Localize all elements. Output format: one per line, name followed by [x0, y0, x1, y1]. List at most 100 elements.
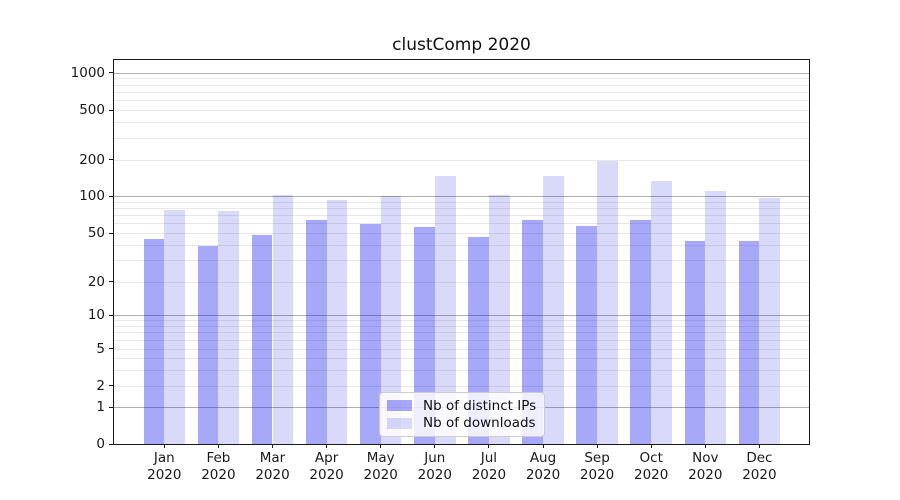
x-tick-year: 2020	[634, 467, 669, 483]
y-tick-mark	[109, 109, 113, 111]
x-tick-label: Jan 2020	[136, 450, 192, 484]
gridline-major	[114, 315, 809, 316]
gridline-minor	[114, 325, 809, 327]
y-tick-mark	[109, 281, 113, 283]
bar-downloads-mar	[272, 194, 294, 445]
y-tick-mark	[109, 348, 113, 350]
gridline-minor	[114, 332, 809, 334]
x-tick-mark	[163, 444, 165, 449]
y-tick-mark	[109, 406, 113, 408]
x-tick-month: Feb	[206, 450, 231, 466]
legend-swatch-downloads-icon	[387, 417, 412, 429]
bar-downloads-may	[380, 196, 402, 445]
bar-distinct-ips-mar	[251, 235, 273, 445]
bar-distinct-ips-oct	[630, 220, 652, 445]
y-tick-mark	[109, 314, 113, 316]
gridline-minor	[114, 281, 809, 283]
x-tick-mark	[272, 444, 273, 449]
gridline-minor	[114, 78, 809, 80]
x-tick-month: May	[366, 450, 395, 466]
x-tick-month: Apr	[314, 450, 339, 466]
legend-label-downloads: Nb of downloads	[423, 415, 536, 432]
y-tick-label: 500	[79, 102, 105, 119]
x-tick-label: Dec 2020	[731, 450, 787, 484]
legend-item-downloads: Nb of downloads	[387, 415, 536, 431]
x-tick-mark	[758, 444, 760, 449]
x-tick-mark	[542, 444, 544, 449]
bar-distinct-ips-aug	[522, 220, 543, 445]
y-tick-label: 5	[96, 340, 105, 357]
gridline-minor	[114, 223, 809, 225]
gridline-minor	[114, 244, 809, 246]
x-tick-month: Oct	[639, 450, 663, 466]
x-tick-label: Jul 2020	[461, 450, 517, 484]
bar-distinct-ips-sep	[576, 226, 598, 445]
y-tick-mark	[109, 159, 113, 161]
x-tick-year: 2020	[579, 467, 615, 483]
x-tick-label: Oct 2020	[623, 450, 679, 484]
y-tick-mark	[109, 232, 113, 234]
legend-item-distinct-ips: Nb of distinct IPs	[387, 398, 536, 414]
bar-distinct-ips-nov	[684, 241, 706, 445]
y-tick-mark	[109, 72, 113, 74]
gridline-minor	[114, 110, 809, 112]
x-tick-year: 2020	[309, 467, 344, 483]
bar-distinct-ips-apr	[305, 220, 327, 445]
x-tick-year: 2020	[417, 467, 452, 483]
y-tick-label: 200	[79, 151, 105, 168]
bar-distinct-ips-jun	[414, 227, 435, 445]
x-tick-year: 2020	[363, 467, 398, 483]
y-tick-label: 1000	[70, 64, 105, 81]
gridline-minor	[114, 208, 809, 210]
gridline-minor	[114, 260, 809, 262]
x-tick-year: 2020	[471, 467, 507, 483]
gridline-minor	[114, 320, 809, 322]
gridline-minor	[114, 202, 809, 203]
y-tick-mark	[109, 385, 113, 387]
x-tick-month: Dec	[746, 450, 773, 466]
y-tick-label: 0	[96, 436, 105, 453]
bar-distinct-ips-dec	[738, 241, 760, 445]
bar-distinct-ips-may	[359, 224, 381, 445]
x-tick-year: 2020	[742, 467, 777, 483]
x-tick-month: Aug	[529, 450, 557, 466]
gridline-minor	[114, 369, 809, 371]
bar-downloads-dec	[759, 197, 781, 445]
gridline-minor	[114, 122, 809, 124]
x-tick-mark	[380, 444, 382, 449]
legend: Nb of distinct IPs Nb of downloads	[379, 392, 545, 437]
x-tick-month: Nov	[692, 450, 719, 466]
y-tick-label: 2	[96, 377, 105, 394]
x-tick-label: Feb 2020	[190, 450, 246, 484]
x-tick-label: Sep 2020	[569, 450, 625, 484]
bar-downloads-feb	[218, 210, 240, 445]
legend-label-distinct-ips: Nb of distinct IPs	[423, 397, 537, 414]
x-tick-year: 2020	[147, 467, 182, 483]
x-tick-year: 2020	[255, 467, 290, 483]
x-tick-month: Jan	[153, 450, 175, 466]
bar-downloads-nov	[705, 190, 727, 445]
y-tick-mark	[109, 443, 113, 445]
gridline-major	[114, 196, 809, 198]
x-tick-label: Apr 2020	[299, 450, 355, 484]
y-tick-label: 100	[79, 188, 105, 205]
y-tick-label: 50	[87, 225, 105, 241]
bar-downloads-jan	[164, 209, 186, 445]
bar-distinct-ips-feb	[197, 246, 219, 445]
gridline-minor	[114, 84, 809, 86]
bar-downloads-aug	[543, 176, 564, 445]
bar-downloads-jun	[434, 175, 456, 445]
gridline-minor	[114, 357, 809, 359]
x-tick-mark	[650, 444, 652, 449]
x-tick-label: Mar 2020	[245, 450, 301, 484]
x-tick-month: Mar	[259, 450, 286, 466]
gridline-minor	[114, 100, 809, 102]
gridline-minor	[114, 215, 809, 217]
y-tick-label: 1	[96, 399, 105, 416]
gridline-minor	[114, 385, 809, 387]
x-tick-month: Jul	[480, 450, 498, 466]
x-tick-year: 2020	[688, 467, 723, 483]
bar-downloads-sep	[597, 161, 618, 445]
x-tick-label: Jun 2020	[407, 450, 463, 484]
